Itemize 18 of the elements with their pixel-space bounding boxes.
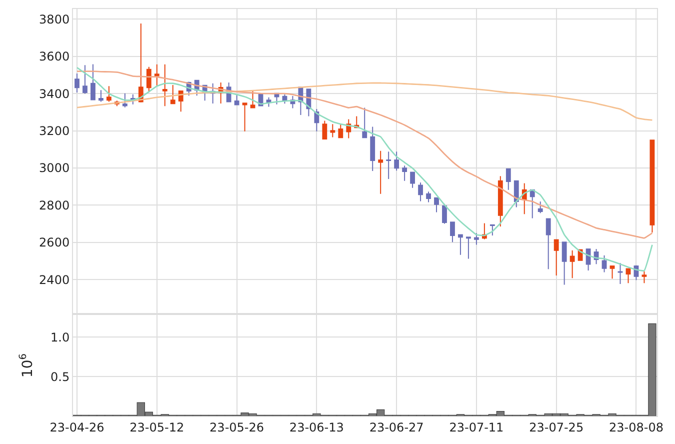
y-tick-label: 3400 — [39, 86, 70, 101]
x-tick-label: 23-06-13 — [289, 420, 344, 434]
x-tick-label: 23-07-25 — [529, 420, 584, 434]
x-tick-label: 23-06-27 — [369, 420, 424, 434]
y-tick-label: 3000 — [39, 161, 70, 176]
y-tick-label: 3800 — [39, 12, 70, 26]
y-tick-label: 3200 — [39, 124, 70, 138]
y-tick-label: 2800 — [39, 198, 70, 212]
x-tick-label: 23-04-26 — [50, 420, 104, 434]
y-tick-label: 3600 — [39, 50, 70, 64]
x-tick-label: 23-07-11 — [449, 420, 504, 434]
y-tick-label: 2600 — [39, 236, 70, 250]
x-tick-label: 23-08-08 — [608, 420, 664, 434]
x-tick-label: 23-05-26 — [210, 420, 264, 434]
y-tick-label: 0.5 — [50, 370, 70, 384]
y-tick-label: 2400 — [39, 272, 70, 287]
x-tick-label: 23-05-12 — [130, 420, 184, 434]
y-tick-label: 1.0 — [50, 330, 70, 344]
